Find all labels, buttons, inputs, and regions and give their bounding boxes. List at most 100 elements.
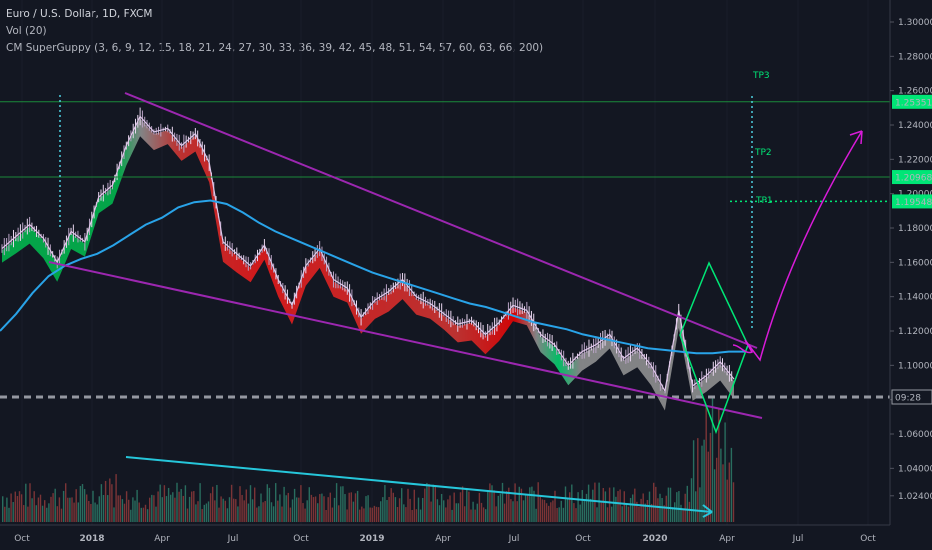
volume-bar bbox=[480, 502, 483, 522]
volume-bar bbox=[543, 499, 546, 522]
volume-bar bbox=[329, 492, 331, 522]
volume-bar bbox=[617, 491, 619, 522]
volume-bar bbox=[283, 486, 285, 522]
volume-bar bbox=[79, 485, 82, 522]
volume-bar bbox=[266, 484, 268, 522]
price-axis-tick-label: 1.18000 bbox=[898, 224, 932, 234]
volume-bar bbox=[33, 491, 35, 522]
volume-bar bbox=[218, 507, 220, 522]
volume-bar bbox=[94, 502, 96, 522]
volume-bar bbox=[216, 484, 218, 522]
volume-bar bbox=[592, 489, 594, 522]
volume-bar bbox=[663, 505, 665, 522]
volume-bar bbox=[352, 501, 355, 522]
volume-bar bbox=[695, 491, 697, 522]
volume-bar bbox=[537, 482, 539, 522]
volume-bar bbox=[464, 506, 466, 522]
volume-bar bbox=[424, 488, 426, 522]
volume-bar bbox=[401, 488, 403, 522]
volume-bar bbox=[493, 490, 495, 522]
volume-bar bbox=[371, 507, 373, 522]
volume-bar bbox=[405, 507, 407, 522]
volume-bar bbox=[579, 504, 581, 522]
volume-bar bbox=[149, 497, 151, 522]
volume-bar bbox=[333, 497, 336, 522]
volume-bar bbox=[287, 492, 289, 522]
time-axis-tick-label: 2020 bbox=[642, 534, 667, 544]
volume-bar bbox=[678, 491, 680, 522]
volume-bar bbox=[545, 503, 548, 522]
volume-bar bbox=[382, 497, 384, 522]
volume-bar bbox=[638, 506, 640, 522]
volume-bar bbox=[394, 497, 397, 522]
volume-bar bbox=[260, 493, 262, 522]
target-label-tp1: TP1 bbox=[755, 196, 773, 206]
volume-bar bbox=[627, 506, 630, 522]
volume-trend-arrowhead bbox=[702, 504, 713, 518]
volume-bar bbox=[136, 489, 138, 522]
volume-bar bbox=[611, 506, 613, 522]
volume-bar bbox=[155, 506, 157, 522]
volume-bar bbox=[291, 499, 294, 522]
volume-bar bbox=[487, 490, 489, 522]
volume-bar bbox=[506, 491, 508, 522]
volume-bar bbox=[632, 494, 634, 522]
volume-bar bbox=[50, 496, 52, 522]
volume-bar bbox=[279, 494, 281, 522]
volume-bar bbox=[623, 491, 625, 522]
volume-bar bbox=[146, 509, 149, 522]
price-axis-tick-label: 1.22000 bbox=[898, 155, 932, 165]
volume-bar bbox=[415, 509, 418, 522]
volume-bar bbox=[478, 492, 481, 522]
volume-bar bbox=[562, 507, 565, 522]
volume-bar bbox=[716, 457, 718, 522]
volume-bar bbox=[516, 501, 518, 522]
volume-bar bbox=[676, 492, 678, 522]
volume-bar bbox=[25, 483, 27, 522]
volume-bar bbox=[650, 503, 653, 522]
volume-bar bbox=[191, 491, 193, 522]
volume-bar bbox=[41, 505, 44, 522]
volume-bar bbox=[281, 506, 283, 522]
channel-lower-trendline bbox=[48, 261, 763, 419]
volume-bar bbox=[224, 500, 226, 522]
volume-bar bbox=[682, 509, 684, 522]
volume-bar bbox=[369, 507, 371, 522]
volume-bar bbox=[613, 487, 615, 522]
volume-bar bbox=[461, 486, 464, 522]
volume-bar bbox=[323, 496, 325, 522]
volume-bar bbox=[344, 494, 346, 522]
volume-bar bbox=[77, 502, 79, 522]
volume-bar bbox=[432, 484, 434, 522]
volume-bar bbox=[161, 497, 163, 522]
volume-bar bbox=[8, 507, 10, 522]
volume-bar bbox=[249, 485, 252, 522]
volume-bar bbox=[18, 491, 21, 522]
price-axis-tick-label: 1.28000 bbox=[898, 52, 932, 62]
volume-bar bbox=[125, 491, 128, 522]
volume-bar bbox=[222, 498, 224, 522]
volume-bar bbox=[413, 489, 415, 522]
volume-bar bbox=[214, 500, 216, 522]
volume-bar bbox=[109, 478, 111, 522]
volume-bar bbox=[239, 486, 241, 522]
volume-bar bbox=[138, 502, 140, 522]
volume-bar bbox=[692, 440, 695, 522]
volume-bar bbox=[600, 502, 602, 522]
volume-bar bbox=[571, 484, 573, 522]
volume-bar bbox=[302, 503, 304, 522]
volume-bar bbox=[348, 492, 350, 522]
volume-bar bbox=[254, 487, 256, 522]
volume-bar bbox=[176, 482, 178, 522]
volume-bar bbox=[503, 503, 506, 522]
price-axis-tick-label: 1.04000 bbox=[898, 464, 932, 474]
volume-bar bbox=[73, 502, 75, 522]
volume-bar bbox=[447, 499, 449, 522]
volume-bar bbox=[201, 509, 203, 522]
volume-bar bbox=[713, 469, 716, 522]
volume-bar bbox=[258, 506, 260, 522]
volume-bar bbox=[86, 494, 88, 522]
volume-bar bbox=[16, 496, 19, 522]
volume-bar bbox=[111, 484, 113, 522]
